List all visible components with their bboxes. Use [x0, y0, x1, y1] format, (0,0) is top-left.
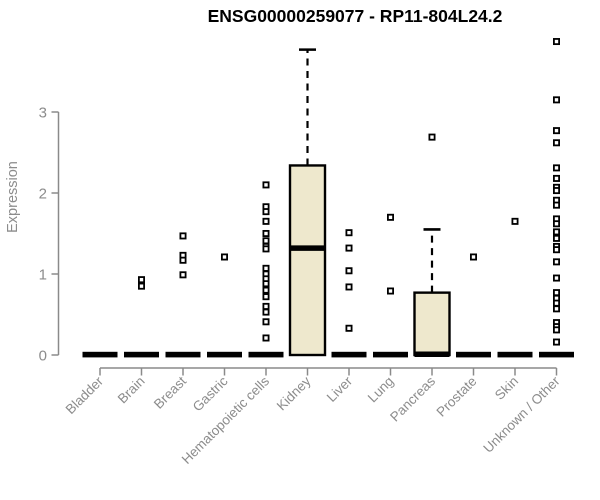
- data-point-unknown-other: [553, 258, 561, 266]
- data-point-unknown-other: [553, 289, 561, 297]
- data-point-unknown-other: [553, 338, 561, 346]
- data-point-breast: [179, 271, 187, 279]
- category-label-liver: Liver: [324, 373, 356, 405]
- data-point-lung: [386, 287, 394, 295]
- y-tick-label: 0: [39, 348, 47, 365]
- data-point-liver: [345, 324, 353, 332]
- category-label-lung: Lung: [365, 374, 397, 406]
- collapsed-box-lung: [373, 351, 408, 358]
- y-axis-label: Expression: [5, 161, 21, 233]
- collapsed-box-liver: [331, 351, 367, 358]
- category-label-skin: Skin: [492, 374, 521, 403]
- data-point-hematopoietic-cells: [262, 264, 270, 272]
- data-point-breast: [179, 256, 187, 264]
- data-point-liver: [345, 229, 353, 237]
- data-point-hematopoietic-cells: [262, 308, 270, 316]
- collapsed-box-breast: [165, 351, 201, 358]
- collapsed-box-bladder: [82, 351, 118, 358]
- box-pancreas: [413, 291, 451, 357]
- data-point-liver: [345, 267, 353, 275]
- data-point-hematopoietic-cells: [262, 318, 270, 326]
- data-point-gastric: [220, 253, 228, 261]
- category-label-bladder: Bladder: [63, 373, 107, 417]
- collapsed-box-prostate: [456, 351, 491, 358]
- collapsed-box-unknown-other: [539, 351, 574, 358]
- category-label-pancreas: Pancreas: [387, 373, 438, 424]
- data-point-hematopoietic-cells: [262, 217, 270, 225]
- data-point-unknown-other: [553, 299, 561, 307]
- data-point-hematopoietic-cells: [262, 245, 270, 253]
- data-point-brain: [137, 282, 145, 290]
- data-point-lung: [386, 213, 394, 221]
- data-point-prostate: [469, 253, 477, 261]
- data-point-unknown-other: [553, 326, 561, 334]
- category-label-prostate: Prostate: [433, 374, 479, 420]
- data-point-liver: [345, 244, 353, 252]
- category-label-unknown-other: Unknown / Other: [480, 373, 563, 456]
- data-point-unknown-other: [553, 96, 561, 104]
- category-label-kidney: Kidney: [274, 373, 314, 413]
- data-point-hematopoietic-cells: [262, 302, 270, 310]
- data-point-hematopoietic-cells: [262, 286, 270, 294]
- data-point-unknown-other: [553, 201, 561, 209]
- y-tick-label: 2: [39, 186, 47, 203]
- data-point-unknown-other: [553, 174, 561, 182]
- data-point-pancreas: [428, 133, 436, 141]
- category-label-gastric: Gastric: [190, 373, 231, 414]
- box-kidney: [288, 164, 327, 357]
- data-point-breast: [179, 232, 187, 240]
- y-tick-label: 1: [39, 267, 47, 284]
- data-point-hematopoietic-cells: [262, 334, 270, 342]
- data-point-unknown-other: [553, 139, 561, 147]
- data-point-hematopoietic-cells: [262, 181, 270, 189]
- data-point-unknown-other: [553, 164, 561, 172]
- chart-title: ENSG00000259077 - RP11-804L24.2: [208, 6, 503, 26]
- data-point-unknown-other: [553, 246, 561, 254]
- data-point-unknown-other: [553, 274, 561, 282]
- collapsed-box-hematopoietic-cells: [248, 351, 284, 358]
- data-point-liver: [345, 283, 353, 291]
- data-point-hematopoietic-cells: [262, 280, 270, 288]
- collapsed-box-skin: [497, 351, 533, 358]
- y-tick-label: 3: [39, 105, 47, 122]
- data-point-unknown-other: [553, 127, 561, 135]
- data-point-hematopoietic-cells: [262, 229, 270, 237]
- collapsed-box-brain: [124, 351, 159, 358]
- category-label-brain: Brain: [115, 374, 148, 407]
- data-point-unknown-other: [553, 38, 561, 46]
- data-point-hematopoietic-cells: [262, 208, 270, 216]
- data-point-hematopoietic-cells: [262, 293, 270, 301]
- data-point-unknown-other: [553, 187, 561, 195]
- data-point-hematopoietic-cells: [262, 237, 270, 245]
- data-point-unknown-other: [553, 234, 561, 242]
- data-point-skin: [511, 217, 519, 225]
- data-point-unknown-other: [553, 220, 561, 228]
- collapsed-box-gastric: [207, 351, 242, 358]
- data-point-unknown-other: [553, 228, 561, 236]
- category-label-breast: Breast: [151, 373, 189, 411]
- data-point-unknown-other: [553, 305, 561, 313]
- data-point-brain: [137, 276, 145, 284]
